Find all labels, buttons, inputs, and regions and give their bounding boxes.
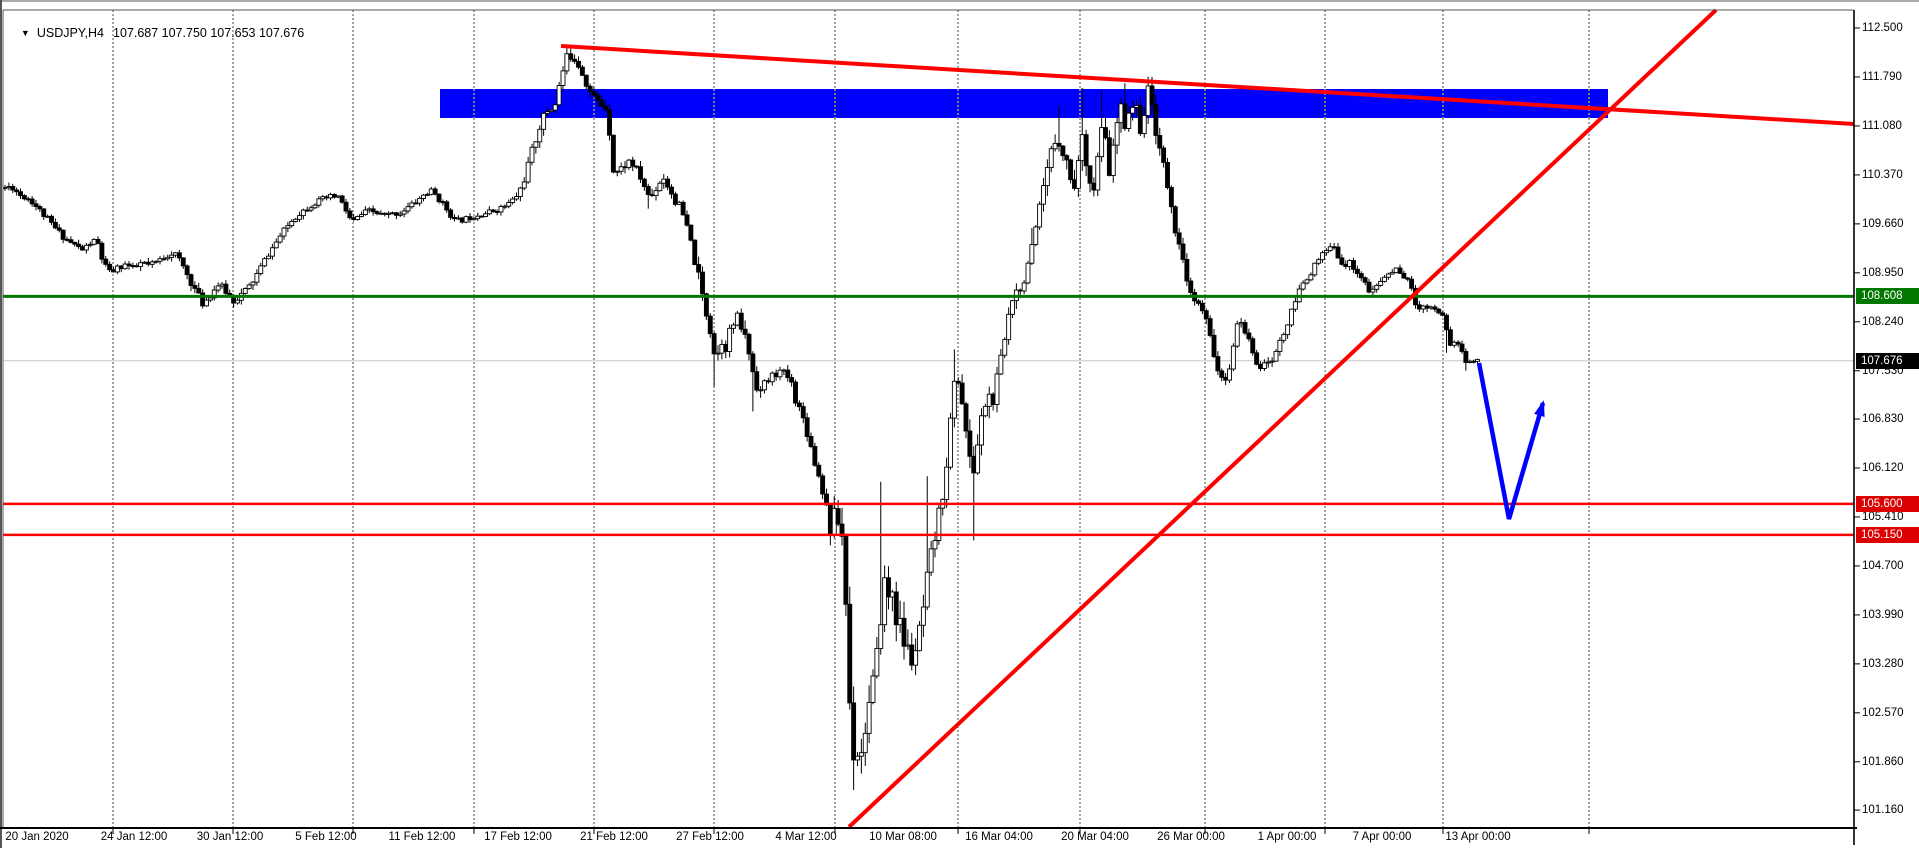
time-tick-label: 7 Apr 00:00 — [1352, 831, 1412, 843]
price-tick-label: 101.160 — [1862, 804, 1904, 817]
chart-title: ▼ USDJPY,H4 107.687 107.750 107.653 107.67… — [7, 12, 304, 54]
price-tag-105.600: 105.600 — [1856, 495, 1919, 512]
descending-resistance-trendline[interactable] — [560, 44, 1855, 126]
projection-arrow[interactable] — [1476, 362, 1546, 520]
symbol-dropdown-icon[interactable]: ▼ — [20, 28, 30, 38]
gridline-overlay-on-zone — [473, 89, 1590, 118]
price-tick-label: 103.280 — [1862, 657, 1904, 670]
time-tick-label: 20 Mar 04:00 — [1061, 831, 1129, 843]
price-tick-label: 109.660 — [1862, 217, 1904, 230]
time-tick-label: 26 Mar 00:00 — [1157, 831, 1225, 843]
window-left-edge — [0, 0, 2, 848]
time-tick-label: 11 Feb 12:00 — [388, 831, 456, 843]
supply-zone-rect[interactable] — [440, 89, 1608, 118]
price-tag-107.676: 107.676 — [1856, 352, 1919, 369]
window-top-edge — [0, 0, 1919, 2]
price-tick-label: 104.700 — [1862, 559, 1904, 572]
time-tick-label: 24 Jan 12:00 — [100, 831, 168, 843]
price-tick-label: 111.790 — [1862, 70, 1902, 83]
symbol-period-label: USDJPY,H4 — [36, 26, 104, 40]
time-tick-label: 30 Jan 12:00 — [196, 831, 264, 843]
price-tick-label: 108.950 — [1862, 266, 1904, 279]
time-tick-label: 10 Mar 08:00 — [869, 831, 937, 843]
ohlc-quote-label: 107.687 107.750 107.653 107.676 — [113, 26, 305, 40]
arrow-head-icon — [1534, 400, 1545, 418]
time-tick-label: 17 Feb 12:00 — [484, 831, 552, 843]
price-tick-label: 101.860 — [1862, 755, 1904, 768]
time-tick-label: 20 Jan 2020 — [5, 831, 69, 843]
time-tick-label: 13 Apr 00:00 — [1445, 831, 1511, 843]
price-tick-label: 102.570 — [1862, 706, 1904, 719]
price-tag-105.150: 105.150 — [1856, 526, 1919, 543]
time-tick-label: 1 Apr 00:00 — [1257, 831, 1317, 843]
vertical-gridlines — [112, 10, 1590, 827]
time-tick-label: 5 Feb 12:00 — [295, 831, 357, 843]
time-tick-label: 16 Mar 04:00 — [965, 831, 1033, 843]
time-tick-label: 27 Feb 12:00 — [676, 831, 744, 843]
time-tick-label: 4 Mar 12:00 — [775, 831, 837, 843]
time-tick-label: 21 Feb 12:00 — [580, 831, 648, 843]
price-tick-label: 105.410 — [1862, 510, 1904, 523]
price-tick-label: 106.120 — [1862, 461, 1904, 474]
price-tick-label: 103.990 — [1862, 608, 1904, 621]
price-tick-label: 112.500 — [1862, 22, 1903, 34]
price-tick-label: 106.830 — [1862, 413, 1904, 426]
price-tag-108.608: 108.608 — [1856, 288, 1919, 305]
candlesticks[interactable] — [2, 47, 1480, 791]
price-tick-label: 111.080 — [1862, 119, 1902, 132]
price-tick-label: 108.240 — [1862, 315, 1904, 328]
plot-borders — [0, 9, 1857, 845]
ascending-support-trendline[interactable] — [847, 8, 1718, 829]
price-tick-label: 110.370 — [1862, 168, 1903, 181]
axis-tick-marks — [112, 27, 1860, 834]
